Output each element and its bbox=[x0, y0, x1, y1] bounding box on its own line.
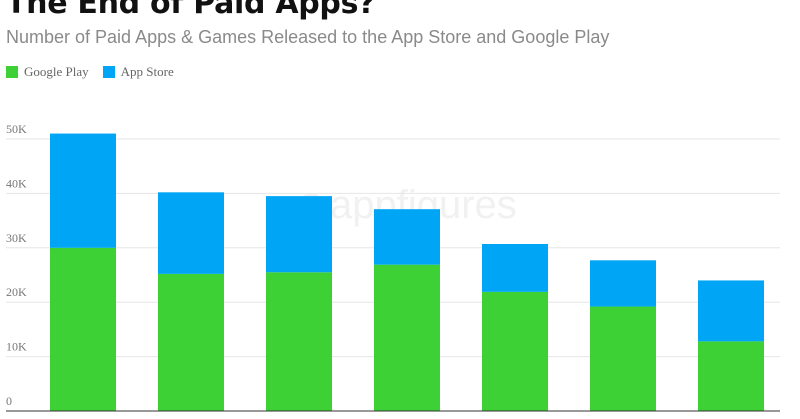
y-tick-label: 10K bbox=[6, 340, 27, 354]
y-tick-label: 0 bbox=[6, 394, 12, 408]
bar-app-store bbox=[590, 260, 656, 307]
bar-app-store bbox=[50, 133, 116, 248]
bar-google-play bbox=[158, 273, 224, 411]
chart-subtitle: Number of Paid Apps & Games Released to … bbox=[6, 27, 610, 47]
y-tick-label: 50K bbox=[6, 122, 27, 136]
bar-app-store bbox=[158, 192, 224, 274]
bar-app-store bbox=[374, 209, 440, 265]
bar-app-store bbox=[482, 243, 548, 292]
legend-item-app-store: App Store bbox=[102, 64, 174, 80]
bar-google-play bbox=[374, 264, 440, 411]
bar-google-play bbox=[50, 247, 116, 411]
y-tick-label: 30K bbox=[6, 231, 27, 245]
bar-google-play bbox=[698, 341, 764, 411]
bar-app-store bbox=[698, 280, 764, 342]
legend-label-google-play: Google Play bbox=[24, 64, 89, 79]
legend-label-app-store: App Store bbox=[120, 64, 174, 79]
bar-google-play bbox=[482, 291, 548, 411]
legend-item-google-play: Google Play bbox=[6, 64, 89, 80]
y-tick-label: 40K bbox=[6, 176, 27, 190]
y-tick-label: 20K bbox=[6, 285, 27, 299]
legend: Google Play App Store bbox=[6, 64, 174, 80]
legend-swatch-google-play bbox=[6, 66, 18, 78]
bar-app-store bbox=[266, 196, 332, 273]
legend-swatch-app-store bbox=[102, 66, 115, 78]
bar-google-play bbox=[590, 306, 656, 411]
bar-google-play bbox=[266, 272, 332, 411]
chart-title: The End of Paid Apps? bbox=[6, 0, 376, 21]
